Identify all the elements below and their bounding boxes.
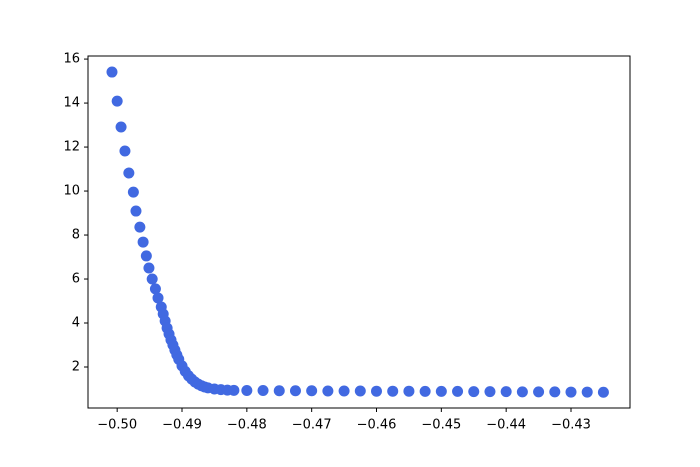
- point: [228, 384, 240, 396]
- point: [468, 386, 480, 398]
- point: [106, 66, 118, 78]
- y-tick-label: 12: [63, 140, 80, 155]
- point: [338, 385, 350, 397]
- point: [484, 386, 496, 398]
- x-tick-label: −0.47: [292, 418, 332, 433]
- point: [533, 386, 545, 398]
- x-tick-label: −0.46: [357, 418, 397, 433]
- point: [581, 386, 593, 398]
- point: [119, 145, 131, 157]
- point: [127, 186, 139, 198]
- x-tick-label: −0.50: [97, 418, 137, 433]
- point: [565, 386, 577, 398]
- point: [387, 385, 399, 397]
- point: [516, 386, 528, 398]
- x-tick-label: −0.48: [227, 418, 267, 433]
- y-tick-label: 4: [72, 316, 80, 331]
- point: [403, 385, 415, 397]
- point: [419, 385, 431, 397]
- point: [140, 250, 152, 262]
- point: [146, 273, 158, 285]
- x-tick-label: −0.44: [486, 418, 526, 433]
- point: [273, 385, 285, 397]
- point: [143, 262, 155, 274]
- point: [241, 385, 253, 397]
- point: [306, 385, 318, 397]
- y-tick-label: 6: [72, 272, 80, 287]
- y-tick-label: 8: [72, 228, 80, 243]
- point: [137, 236, 149, 248]
- y-tick-label: 16: [63, 52, 80, 67]
- point: [130, 205, 142, 217]
- point: [354, 385, 366, 397]
- point: [549, 386, 561, 398]
- point: [452, 385, 464, 397]
- point: [152, 292, 164, 304]
- y-tick-label: 14: [63, 96, 80, 111]
- x-tick-label: −0.43: [551, 418, 591, 433]
- point: [134, 221, 146, 233]
- point: [500, 386, 512, 398]
- point: [257, 385, 269, 397]
- point: [289, 385, 301, 397]
- x-tick-label: −0.49: [162, 418, 202, 433]
- x-tick-label: −0.45: [421, 418, 461, 433]
- point: [149, 283, 161, 295]
- point: [115, 121, 127, 133]
- point: [371, 385, 383, 397]
- point: [123, 167, 135, 179]
- axes-frame: [87, 55, 631, 409]
- point: [111, 95, 123, 107]
- point: [435, 385, 447, 397]
- point: [322, 385, 334, 397]
- y-tick-label: 2: [72, 360, 80, 375]
- point: [597, 386, 609, 398]
- y-tick-label: 10: [63, 184, 80, 199]
